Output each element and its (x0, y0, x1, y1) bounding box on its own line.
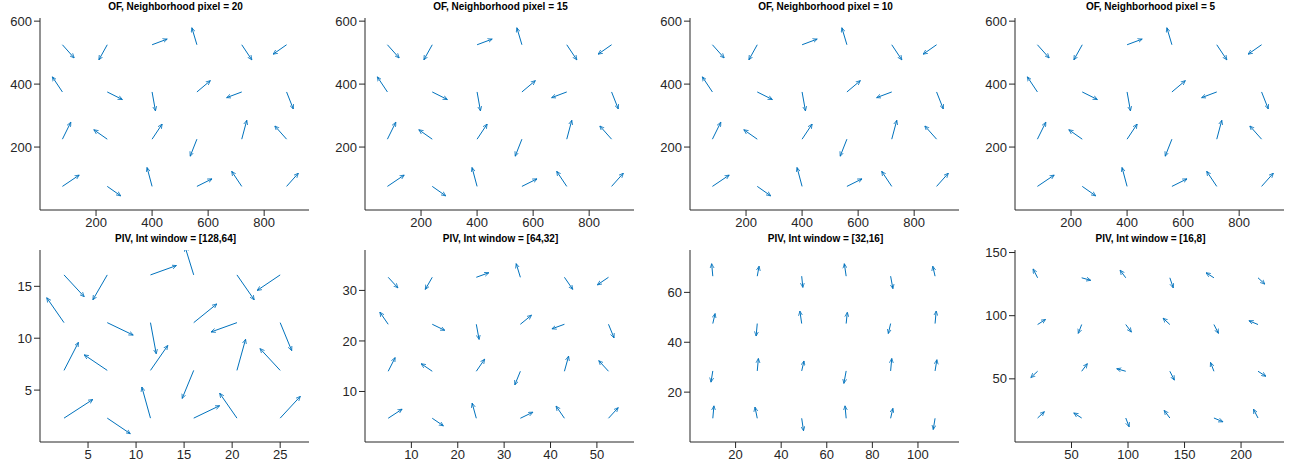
svg-text:20: 20 (728, 447, 742, 462)
svg-text:20: 20 (668, 385, 682, 400)
svg-text:600: 600 (985, 14, 1007, 29)
svg-text:400: 400 (466, 215, 488, 230)
svg-text:400: 400 (335, 77, 357, 92)
svg-text:600: 600 (1172, 215, 1194, 230)
svg-text:150: 150 (985, 246, 1007, 260)
svg-text:20: 20 (225, 447, 239, 462)
svg-text:20: 20 (343, 334, 357, 349)
svg-text:100: 100 (907, 447, 929, 462)
svg-text:150: 150 (1174, 447, 1196, 462)
html-text:PIV, Int window = [32,16]: PIV, Int window = [32,16] (767, 233, 884, 244)
svg-text:25: 25 (273, 447, 287, 462)
svg-text:400: 400 (660, 77, 682, 92)
svg-text:400: 400 (10, 77, 32, 92)
svg-text:60: 60 (668, 285, 682, 300)
html-text:PIV, Int window = [64,32]: PIV, Int window = [64,32] (442, 233, 559, 244)
svg-text:5: 5 (25, 383, 32, 398)
svg-text:50: 50 (993, 371, 1007, 386)
svg-text:80: 80 (865, 447, 879, 462)
html-text:PIV, Int window = [128,64]: PIV, Int window = [128,64] (115, 233, 236, 244)
svg-text:200: 200 (1230, 447, 1252, 462)
svg-text:10: 10 (129, 447, 143, 462)
svg-text:20: 20 (451, 447, 465, 462)
svg-text:40: 40 (668, 335, 682, 350)
svg-text:15: 15 (18, 279, 32, 294)
svg-text:40: 40 (543, 447, 557, 462)
svg-text:50: 50 (590, 447, 604, 462)
html-text:OF, Neighborhood pixel = 15: OF, Neighborhood pixel = 15 (433, 1, 568, 12)
svg-text:15: 15 (177, 447, 191, 462)
svg-text:200: 200 (660, 140, 682, 155)
svg-text:10: 10 (343, 384, 357, 399)
svg-text:800: 800 (1228, 215, 1250, 230)
html-text:PIV, Int window = [16,8]: PIV, Int window = [16,8] (1095, 233, 1206, 244)
svg-text:200: 200 (1060, 215, 1082, 230)
svg-text:800: 800 (903, 215, 925, 230)
svg-text:50: 50 (1064, 447, 1078, 462)
svg-text:40: 40 (774, 447, 788, 462)
svg-text:200: 200 (335, 140, 357, 155)
html-text:OF, Neighborhood pixel = 20: OF, Neighborhood pixel = 20 (108, 1, 243, 12)
svg-text:600: 600 (522, 215, 544, 230)
svg-text:200: 200 (10, 140, 32, 155)
html-text:OF, Neighborhood pixel = 5: OF, Neighborhood pixel = 5 (1085, 1, 1216, 12)
svg-text:200: 200 (410, 215, 432, 230)
svg-text:200: 200 (985, 140, 1007, 155)
svg-text:600: 600 (335, 14, 357, 29)
svg-text:600: 600 (10, 14, 32, 29)
svg-text:200: 200 (735, 215, 757, 230)
svg-text:100: 100 (1117, 447, 1139, 462)
svg-text:400: 400 (791, 215, 813, 230)
svg-text:600: 600 (197, 215, 219, 230)
svg-text:800: 800 (578, 215, 600, 230)
html-text:OF, Neighborhood pixel = 10: OF, Neighborhood pixel = 10 (758, 1, 893, 12)
svg-text:400: 400 (141, 215, 163, 230)
svg-text:600: 600 (847, 215, 869, 230)
svg-text:400: 400 (985, 77, 1007, 92)
svg-text:200: 200 (85, 215, 107, 230)
svg-text:30: 30 (497, 447, 511, 462)
svg-text:600: 600 (660, 14, 682, 29)
svg-text:10: 10 (404, 447, 418, 462)
svg-text:60: 60 (820, 447, 834, 462)
svg-text:5: 5 (84, 447, 91, 462)
svg-text:800: 800 (253, 215, 275, 230)
svg-text:100: 100 (985, 308, 1007, 323)
svg-text:30: 30 (343, 283, 357, 298)
svg-text:10: 10 (18, 331, 32, 346)
svg-text:400: 400 (1116, 215, 1138, 230)
